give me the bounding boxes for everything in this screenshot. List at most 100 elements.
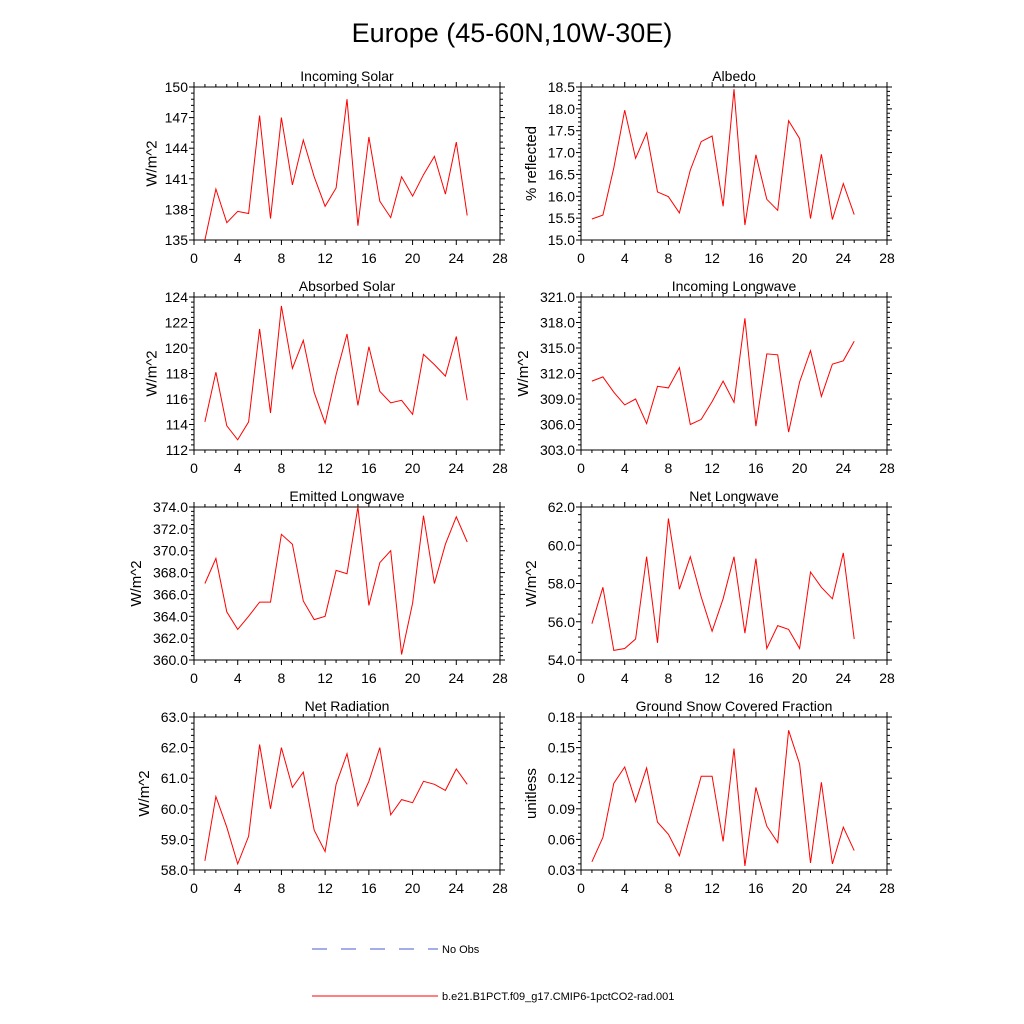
- chart-albedo: Albedo 0 4 8 12 16 20 24 28 15.0 15.5 16.0 16.5 17.0 1…: [523, 68, 895, 266]
- legend-label-no-obs: No Obs: [442, 944, 480, 956]
- y-tick-label: 58.0: [161, 862, 188, 878]
- x-tick-label: 8: [665, 670, 673, 686]
- y-tick-label: 360.0: [153, 652, 188, 668]
- series-line-0: [204, 305, 468, 441]
- x-tick-label: 12: [317, 880, 333, 896]
- series-line-0: [591, 518, 855, 651]
- y-tick-label: 56.0: [548, 614, 575, 630]
- y-tick-label: 17.5: [548, 123, 575, 139]
- x-tick-label: 12: [317, 460, 333, 476]
- x-tick-label: 4: [621, 460, 629, 476]
- y-tick-label: 124: [165, 289, 189, 305]
- x-tick-label: 8: [665, 250, 673, 266]
- legend-label-model-run: b.e21.B1PCT.f09_g17.CMIP6-1pctCO2-rad.00…: [442, 991, 674, 1003]
- x-tick-label: 8: [278, 250, 286, 266]
- plot-frame: [193, 716, 501, 871]
- x-tick-label: 20: [792, 880, 808, 896]
- y-tick-label: 54.0: [548, 652, 575, 668]
- y-tick-label: 0.18: [548, 709, 575, 725]
- y-axis-label: W/m^2: [144, 140, 161, 186]
- x-tick-label: 28: [879, 880, 895, 896]
- x-tick-label: 4: [621, 670, 629, 686]
- x-tick-label: 16: [748, 670, 764, 686]
- y-tick-label: 303.0: [540, 442, 575, 458]
- plot-frame: [580, 86, 888, 241]
- y-tick-label: 116: [166, 391, 189, 407]
- x-tick-label: 28: [492, 250, 508, 266]
- chart-incoming-longwave: Incoming Longwave 0 4 8 12 16 20 24 28 303.0 306.0…: [515, 278, 895, 476]
- x-tick-label: 0: [190, 670, 198, 686]
- x-tick-label: 8: [278, 880, 286, 896]
- y-tick-label: 0.03: [548, 862, 575, 878]
- y-tick-label: 368.0: [153, 565, 188, 581]
- x-tick-label: 8: [665, 460, 673, 476]
- x-tick-label: 0: [190, 460, 198, 476]
- y-tick-label: 0.12: [548, 770, 575, 786]
- x-tick-label: 24: [835, 880, 851, 896]
- x-tick-label: 20: [405, 670, 421, 686]
- y-tick-label: 372.0: [153, 521, 188, 537]
- x-tick-label: 0: [190, 250, 198, 266]
- y-tick-label: 112: [166, 442, 189, 458]
- y-tick-label: 118: [166, 366, 189, 382]
- x-tick-label: 20: [405, 460, 421, 476]
- chart-title: Incoming Solar: [300, 68, 394, 84]
- y-tick-label: 366.0: [153, 586, 188, 602]
- y-axis-label: % reflected: [523, 126, 540, 201]
- x-tick-label: 28: [879, 250, 895, 266]
- x-tick-label: 12: [704, 250, 720, 266]
- x-tick-label: 16: [748, 250, 764, 266]
- y-tick-label: 18.5: [548, 79, 575, 95]
- y-tick-label: 318.0: [540, 315, 575, 331]
- x-tick-label: 0: [577, 670, 585, 686]
- y-tick-label: 150: [165, 79, 189, 95]
- x-tick-label: 24: [835, 460, 851, 476]
- x-tick-label: 20: [792, 670, 808, 686]
- figure-title: Europe (45-60N,10W-30E): [352, 18, 673, 48]
- x-tick-label: 8: [278, 670, 286, 686]
- y-tick-label: 120: [165, 340, 189, 356]
- chart-net-longwave: Net Longwave 0 4 8 12 16 20 24 28 54.0 56.0 58.0 60.…: [523, 488, 895, 686]
- y-tick-label: 17.0: [548, 145, 575, 161]
- y-tick-label: 15.5: [548, 210, 575, 226]
- plot-frame: [193, 296, 501, 451]
- x-tick-label: 8: [278, 460, 286, 476]
- x-tick-label: 4: [234, 880, 242, 896]
- series-line-0: [204, 506, 468, 655]
- y-tick-label: 62.0: [548, 499, 575, 515]
- x-tick-label: 16: [361, 880, 377, 896]
- y-tick-label: 60.0: [161, 801, 188, 817]
- x-tick-label: 24: [835, 670, 851, 686]
- x-tick-label: 24: [448, 250, 464, 266]
- x-tick-label: 4: [621, 880, 629, 896]
- chart-title: Albedo: [712, 68, 756, 84]
- y-tick-label: 144: [165, 140, 189, 156]
- plot-frame: [580, 506, 888, 661]
- chart-title: Net Radiation: [305, 698, 390, 714]
- plot-frame: [580, 716, 888, 871]
- x-tick-label: 0: [577, 880, 585, 896]
- y-tick-label: 62.0: [161, 740, 188, 756]
- x-tick-label: 20: [405, 880, 421, 896]
- chart-title: Net Longwave: [689, 488, 779, 504]
- legend-item-no-obs: No Obs: [312, 944, 480, 956]
- x-tick-label: 16: [361, 460, 377, 476]
- x-tick-label: 16: [361, 250, 377, 266]
- series-line-0: [591, 318, 855, 433]
- x-tick-label: 24: [448, 460, 464, 476]
- x-tick-label: 24: [448, 670, 464, 686]
- y-tick-label: 0.06: [548, 831, 575, 847]
- x-tick-label: 12: [704, 460, 720, 476]
- y-axis-label: W/m^2: [523, 560, 540, 606]
- y-tick-label: 135: [165, 232, 189, 248]
- y-tick-label: 0.15: [548, 740, 575, 756]
- x-tick-label: 16: [748, 880, 764, 896]
- x-tick-label: 12: [704, 880, 720, 896]
- x-tick-label: 4: [234, 460, 242, 476]
- y-tick-label: 18.0: [548, 101, 575, 117]
- series-line-0: [591, 89, 855, 226]
- chart-title: Emitted Longwave: [289, 488, 404, 504]
- panel-grid: Incoming Solar 0 4 8 12 16 20 24 28 135 138 141 144 1…: [128, 68, 895, 896]
- y-tick-label: 370.0: [153, 543, 188, 559]
- chart-title: Incoming Longwave: [672, 278, 797, 294]
